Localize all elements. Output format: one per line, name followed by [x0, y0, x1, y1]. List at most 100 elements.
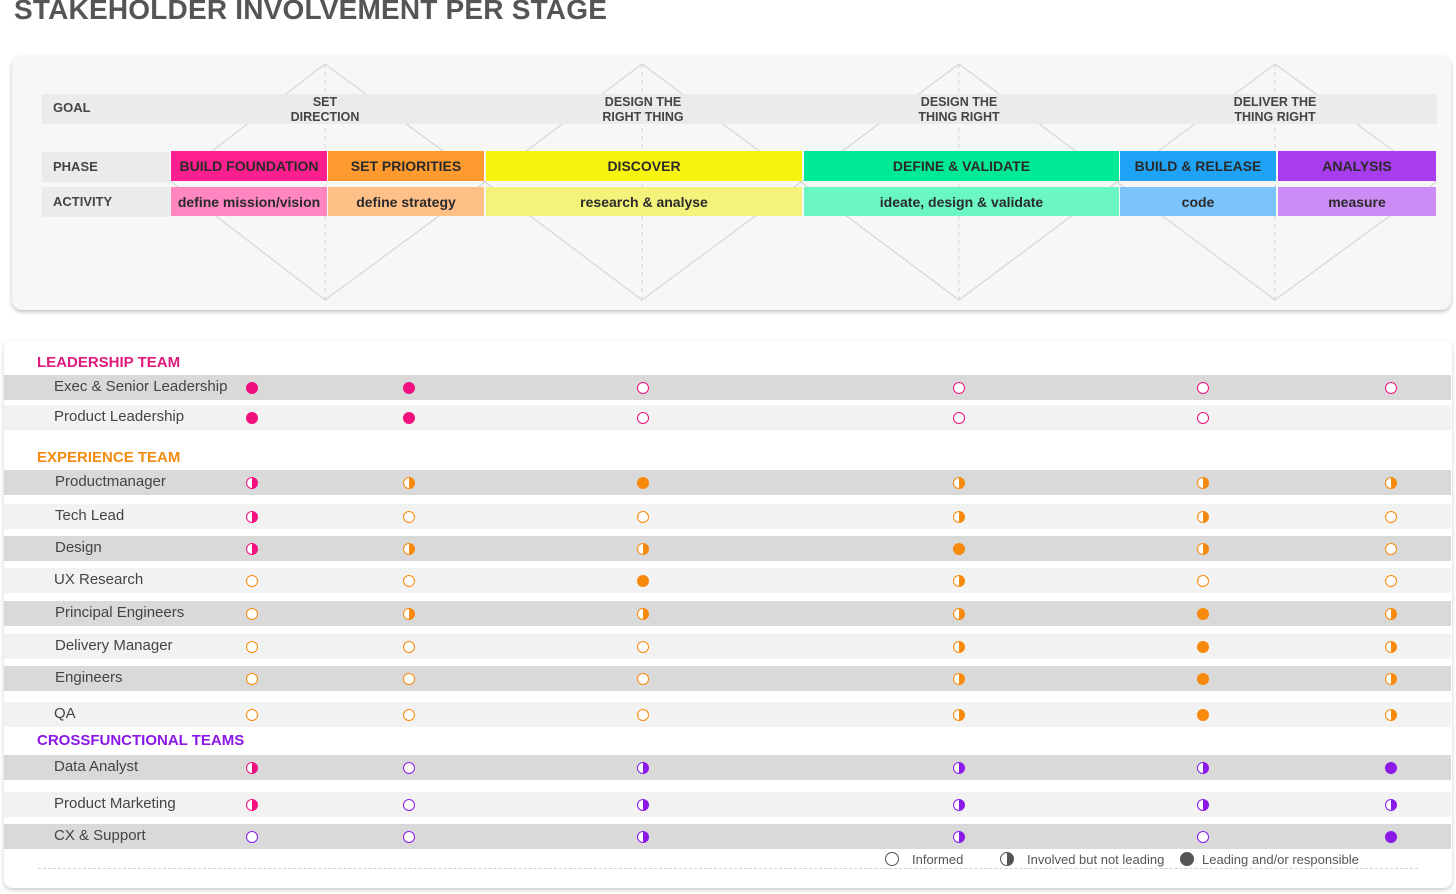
legend-leading: Leading and/or responsible [1202, 852, 1359, 867]
section-experience-team: EXPERIENCE TEAM [37, 449, 181, 466]
involved-dot-icon [953, 607, 965, 620]
activity-measure: measure [1278, 187, 1436, 216]
phase-set-priorities: SET PRIORITIES [328, 151, 484, 181]
involved-dot-icon [1197, 542, 1209, 555]
involved-dot-icon [246, 476, 258, 489]
activity-ideate-design-validate: ideate, design & validate [804, 187, 1119, 216]
table-row [4, 504, 1451, 529]
involved-dot-icon [1385, 798, 1397, 811]
involved-dot-icon [637, 542, 649, 555]
informed-dot-icon [246, 672, 258, 685]
informed-dot-icon [403, 640, 415, 653]
involved-dot-icon [1385, 708, 1397, 721]
involved-dot-icon [637, 607, 649, 620]
leading-dot-icon [637, 476, 649, 489]
involved-dot-icon [953, 476, 965, 489]
stakeholder-name: Tech Lead [55, 507, 125, 524]
leading-dot-icon [1197, 607, 1209, 620]
involved-dot-icon [953, 830, 965, 843]
stakeholder-name: Data Analyst [54, 758, 139, 775]
legend-informed: Informed [912, 852, 964, 867]
goal-line: DELIVER THE [1233, 95, 1317, 109]
leading-legend-icon [1180, 852, 1194, 866]
leading-dot-icon [403, 381, 415, 394]
informed-dot-icon [953, 411, 965, 424]
leading-dot-icon [1385, 761, 1397, 774]
involved-dot-icon [953, 672, 965, 685]
phase-build-foundation: BUILD FOUNDATION [171, 151, 327, 181]
phase-analysis: ANALYSIS [1278, 151, 1436, 181]
involved-dot-icon [1385, 640, 1397, 653]
informed-dot-icon [637, 381, 649, 394]
informed-dot-icon [403, 708, 415, 721]
involved-legend-icon [1000, 852, 1014, 866]
involved-dot-icon [246, 761, 258, 774]
informed-dot-icon [246, 708, 258, 721]
informed-dot-icon [953, 381, 965, 394]
leading-dot-icon [1385, 830, 1397, 843]
involved-dot-icon [403, 476, 415, 489]
leading-dot-icon [637, 574, 649, 587]
informed-dot-icon [246, 830, 258, 843]
involved-dot-icon [1197, 798, 1209, 811]
section-leadership-team: LEADERSHIP TEAM [37, 354, 181, 371]
informed-dot-icon [1385, 510, 1397, 523]
informed-dot-icon [403, 574, 415, 587]
stakeholder-name: Product Marketing [54, 795, 176, 812]
table-row [4, 536, 1451, 561]
leading-dot-icon [246, 381, 258, 394]
double-diamond-graphic [171, 63, 1438, 301]
involved-dot-icon [1197, 476, 1209, 489]
involved-dot-icon [953, 510, 965, 523]
involved-dot-icon [1385, 672, 1397, 685]
phase-label-band [42, 152, 170, 182]
activity-label: ACTIVITY [53, 194, 113, 209]
involved-dot-icon [1385, 607, 1397, 620]
leading-dot-icon [246, 411, 258, 424]
involved-dot-icon [1385, 476, 1397, 489]
involved-dot-icon [637, 761, 649, 774]
legend-involved: Involved but not leading [1027, 852, 1165, 867]
table-row [4, 470, 1451, 495]
informed-dot-icon [403, 672, 415, 685]
involved-dot-icon [953, 798, 965, 811]
table-row [4, 755, 1451, 780]
involved-dot-icon [637, 798, 649, 811]
goal-line: THING RIGHT [918, 110, 1000, 124]
informed-dot-icon [1197, 574, 1209, 587]
phase-label: PHASE [53, 159, 98, 174]
leading-dot-icon [1197, 672, 1209, 685]
table-row [4, 634, 1451, 659]
goal-set-direction: SET DIRECTION [245, 95, 405, 125]
involved-dot-icon [953, 640, 965, 653]
informed-legend-icon [885, 852, 899, 866]
informed-dot-icon [1197, 830, 1209, 843]
leading-dot-icon [403, 411, 415, 424]
table-row [4, 405, 1451, 430]
activity-define-strategy: define strategy [328, 187, 484, 216]
page-title: STAKEHOLDER INVOLVEMENT PER STAGE [14, 0, 608, 25]
activity-label-band [42, 187, 170, 217]
stakeholder-name: QA [54, 705, 76, 722]
goal-design-right-thing: DESIGN THE RIGHT THING [563, 95, 723, 125]
table-row [4, 666, 1451, 691]
goal-line: DESIGN THE [604, 95, 682, 109]
informed-dot-icon [1385, 574, 1397, 587]
involved-dot-icon [403, 542, 415, 555]
involved-dot-icon [1197, 761, 1209, 774]
informed-dot-icon [637, 411, 649, 424]
stakeholder-name: Design [55, 539, 102, 556]
informed-dot-icon [637, 672, 649, 685]
informed-dot-icon [403, 510, 415, 523]
informed-dot-icon [637, 640, 649, 653]
table-row [4, 568, 1451, 593]
informed-dot-icon [246, 574, 258, 587]
stakeholder-name: UX Research [54, 571, 144, 588]
stakeholder-name: Engineers [55, 669, 123, 686]
goal-line: DIRECTION [290, 110, 360, 124]
involved-dot-icon [637, 830, 649, 843]
stakeholder-name: CX & Support [54, 827, 146, 844]
informed-dot-icon [403, 761, 415, 774]
leading-dot-icon [953, 542, 965, 555]
phase-discover: DISCOVER [486, 151, 802, 181]
